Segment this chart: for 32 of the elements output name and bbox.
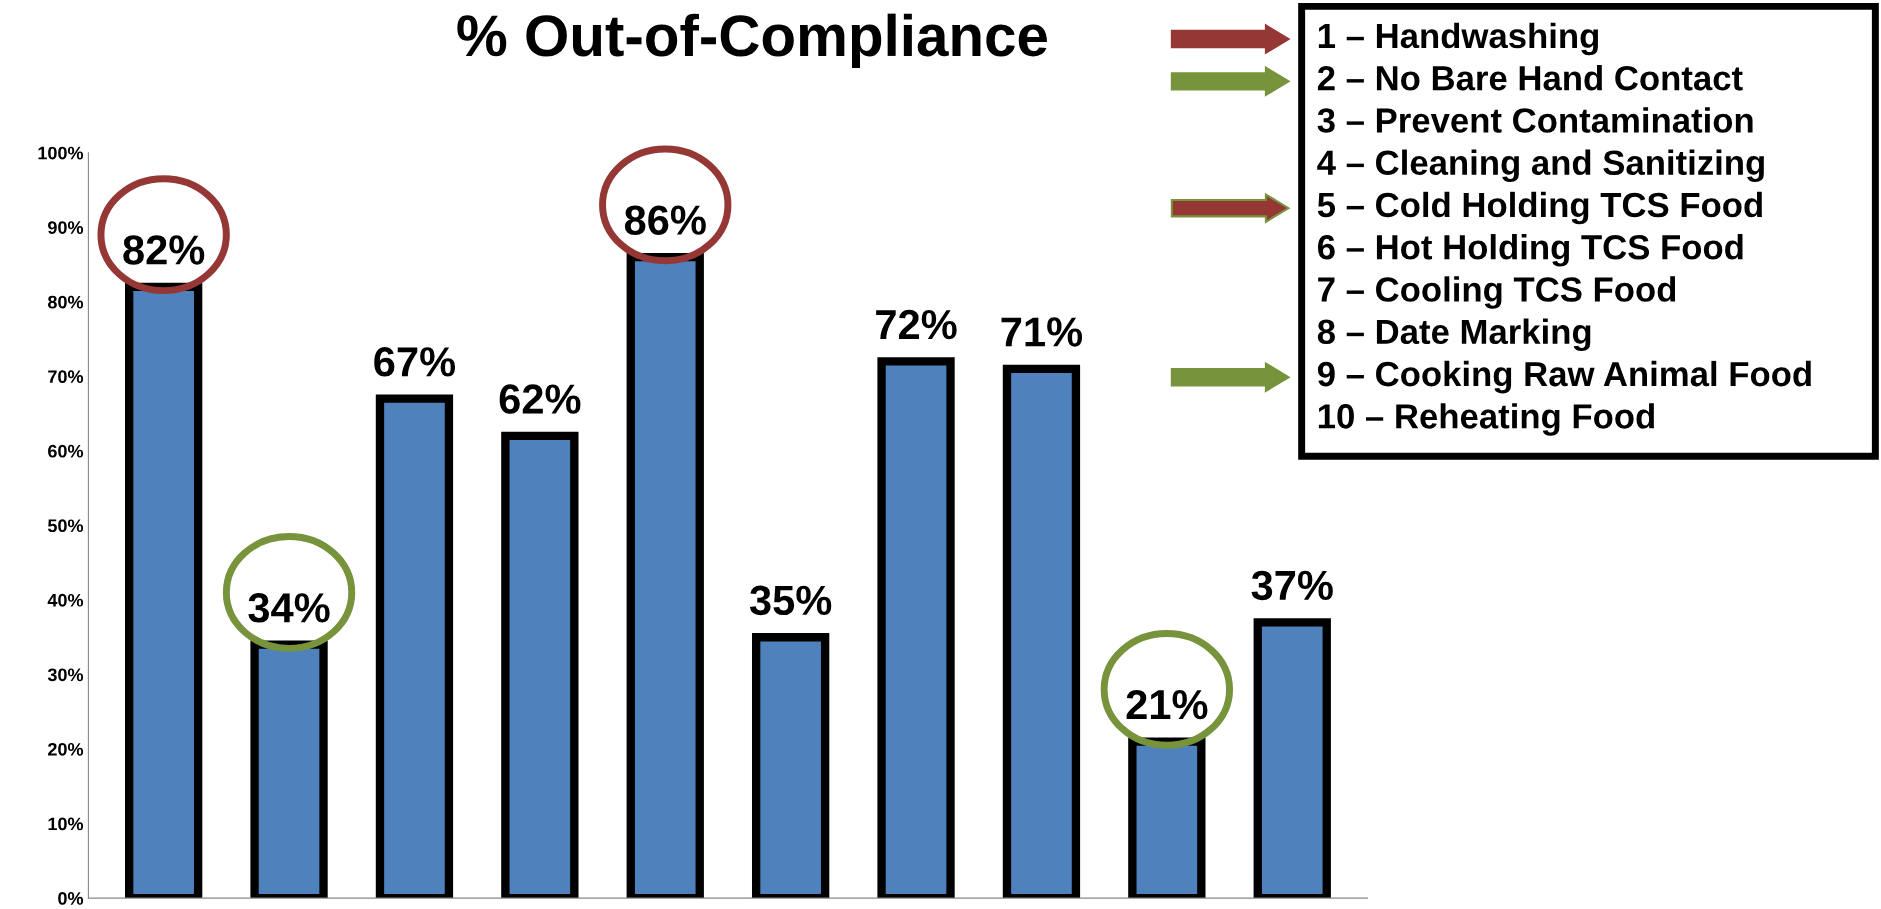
y-tick-label: 50%: [47, 519, 84, 533]
text: 3 – Prevent Contamination: [1317, 107, 1753, 133]
annotation: 6 – Hot Holding TCS Food: [1317, 234, 1743, 267]
y-tick-label: 100%: [38, 146, 84, 160]
text: 1 – Handwashing: [1318, 22, 1598, 56]
y-tick-label: 90%: [48, 221, 84, 234]
annotation: 8 – Date Marking: [1317, 318, 1591, 352]
data-label: 37%: [1251, 570, 1333, 601]
annotation: 5 – Cold Holding TCS Food: [1317, 191, 1762, 225]
y-tick-label: 0%: [58, 892, 84, 905]
y-tick-label: 30%: [47, 668, 84, 682]
text: 2 – No Bare Hand Contact: [1317, 64, 1743, 91]
data-label: 34%: [248, 593, 330, 623]
data-label: 67%: [374, 347, 456, 377]
annotation: 9 – Cooking Raw Animal Food: [1317, 360, 1811, 394]
data-label: 21%: [1126, 689, 1208, 720]
data-label: 71%: [1001, 317, 1083, 347]
data-label: 86%: [624, 205, 706, 235]
chart-title: % Out-of-Compliance: [457, 13, 1047, 69]
data-label: 35%: [749, 585, 832, 616]
y-tick-label: 80%: [47, 295, 84, 309]
data-label: 72%: [876, 309, 957, 340]
annotation: 4 – Cleaning and Sanitizing: [1317, 149, 1764, 183]
annotation: 10 – Reheating Food: [1318, 403, 1654, 436]
y-tick-label: 10%: [48, 817, 84, 831]
y-tick-label: 70%: [48, 370, 84, 384]
data-label: 82%: [123, 235, 205, 265]
y-tick-label: 40%: [47, 593, 84, 607]
annotation: 7 – Cooling TCS Food: [1318, 276, 1676, 309]
data-label: 62%: [499, 384, 581, 414]
y-tick-label: 20%: [48, 742, 84, 756]
y-tick-label: 60%: [48, 444, 84, 458]
